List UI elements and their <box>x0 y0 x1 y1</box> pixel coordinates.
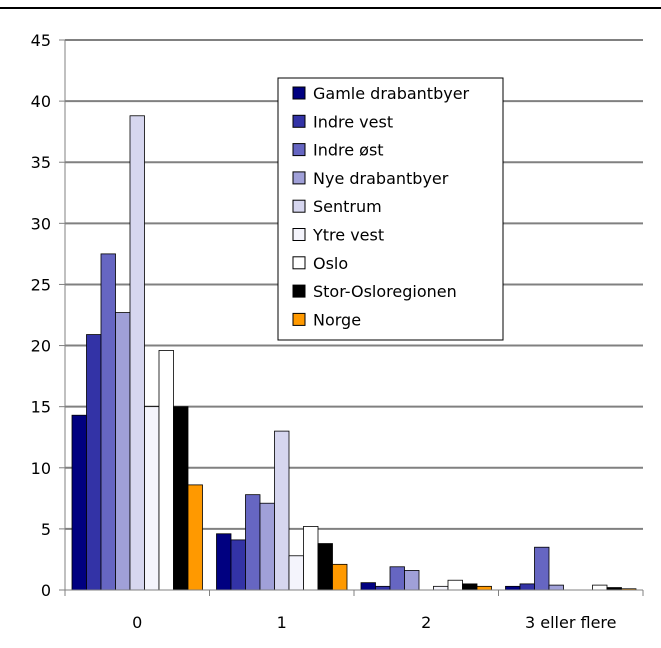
bar <box>476 585 492 591</box>
bar <box>433 585 449 591</box>
bar <box>447 579 463 591</box>
bar <box>462 583 478 591</box>
legend: Gamle drabantbyer Indre vest Indre øst Nye … <box>277 77 504 341</box>
y-tick-label: 30 <box>31 214 51 233</box>
legend-label: Indre øst <box>313 141 384 160</box>
bar <box>100 253 116 591</box>
bar <box>375 585 391 591</box>
legend-label: Stor-Osloregionen <box>313 282 457 301</box>
bar <box>71 414 87 591</box>
y-tick-label: 35 <box>31 153 51 172</box>
bar <box>389 566 405 591</box>
y-tick-label: 40 <box>31 92 51 111</box>
y-tick-label: 45 <box>31 31 51 50</box>
legend-swatch <box>292 284 306 298</box>
x-axis-ticks: 0 1 2 3 eller flere <box>64 590 644 632</box>
legend-swatch <box>292 199 306 213</box>
bar <box>86 334 102 591</box>
bar <box>404 570 420 591</box>
bar <box>317 543 333 591</box>
bar <box>230 539 246 591</box>
legend-label: Sentrum <box>313 197 382 216</box>
bar <box>592 584 608 591</box>
y-tick-label: 10 <box>31 459 51 478</box>
legend-label: Indre vest <box>313 112 393 131</box>
legend-swatch <box>292 114 306 128</box>
bar <box>158 350 174 591</box>
legend-label: Norge <box>313 310 361 329</box>
bar <box>129 115 145 591</box>
bar <box>332 563 348 591</box>
x-tick-label: 2 <box>421 613 431 632</box>
bar <box>216 533 232 591</box>
bar <box>144 406 160 591</box>
legend-swatch <box>292 312 306 326</box>
bar <box>519 583 535 591</box>
legend-label: Gamle drabantbyer <box>313 84 470 103</box>
y-tick-label: 0 <box>41 581 51 600</box>
legend-swatch <box>292 86 306 100</box>
legend-label: Ytre vest <box>312 226 384 245</box>
bar <box>173 406 189 591</box>
legend-swatch <box>292 256 306 270</box>
y-tick-label: 20 <box>31 337 51 356</box>
x-tick-label: 1 <box>277 613 287 632</box>
bar <box>303 526 319 591</box>
bar <box>534 546 550 591</box>
legend-label: Oslo <box>313 254 348 273</box>
bar <box>259 502 275 591</box>
bar <box>360 582 376 591</box>
bar <box>115 312 131 591</box>
legend-label: Nye drabantbyer <box>313 169 449 188</box>
y-axis-ticks: 0 5 10 15 20 25 30 35 40 45 <box>31 31 65 600</box>
y-tick-label: 15 <box>31 398 51 417</box>
bar <box>548 584 564 591</box>
bar <box>505 585 521 591</box>
legend-swatch <box>292 171 306 185</box>
legend-swatch <box>292 228 306 241</box>
legend-box <box>277 77 504 341</box>
legend-swatch <box>292 143 306 157</box>
bar <box>245 494 261 591</box>
y-tick-label: 25 <box>31 275 51 294</box>
y-tick-label: 5 <box>41 520 51 539</box>
x-tick-label: 3 eller flere <box>525 613 617 632</box>
bar <box>288 555 304 591</box>
bar <box>187 484 203 591</box>
bar <box>274 430 290 591</box>
x-tick-label: 0 <box>132 613 142 632</box>
